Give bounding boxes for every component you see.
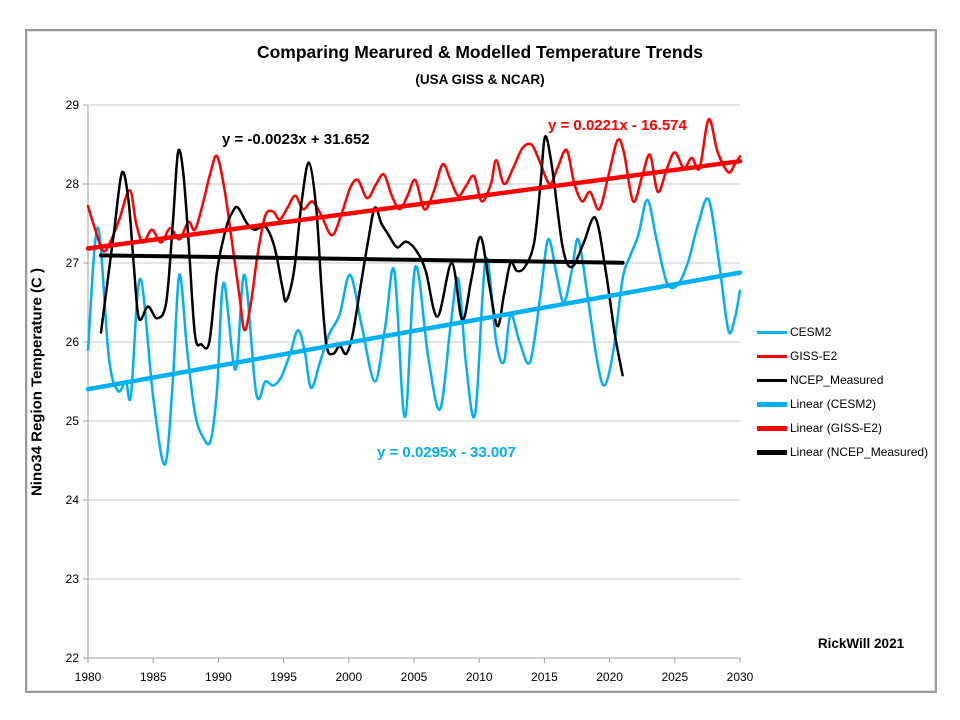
x-tick-label: 2000	[335, 670, 362, 684]
legend-label: Linear (CESM2)	[790, 397, 877, 411]
legend-item: NCEP_Measured	[757, 368, 928, 392]
y-tick-label: 23	[66, 572, 80, 586]
x-tick-label: 2020	[596, 670, 623, 684]
y-tick-label: 27	[66, 256, 80, 270]
series-ncep_measured	[99, 135, 624, 377]
y-tick-label: 28	[66, 177, 80, 191]
trendline-linear-cesm2-	[85, 270, 743, 392]
y-tick-label: 25	[66, 414, 80, 428]
figure-border	[25, 29, 937, 693]
legend-line-swatch	[757, 401, 787, 407]
x-tick-label: 1985	[140, 670, 167, 684]
x-tick-label: 2025	[661, 670, 688, 684]
x-tick-label: 1980	[75, 670, 102, 684]
legend-item: Linear (GISS-E2)	[757, 416, 928, 440]
y-tick-label: 29	[66, 98, 80, 112]
trendline-linear-giss-e2-	[85, 158, 743, 251]
x-tick-label: 2015	[531, 670, 558, 684]
legend-line-swatch	[757, 449, 787, 455]
legend-item: Linear (NCEP_Measured)	[757, 440, 928, 464]
legend-label: CESM2	[790, 325, 832, 339]
credit-text: RickWill 2021	[817, 636, 905, 651]
trendline-equation-giss: y = 0.0221x - 16.574	[548, 117, 687, 134]
legend-label: NCEP_Measured	[790, 373, 884, 387]
trendline-equation-ncep: y = -0.0023x + 31.652	[222, 131, 370, 148]
trendline-linear-ncep-measured-	[99, 253, 625, 265]
x-tick-label: 1995	[270, 670, 297, 684]
legend-line-swatch	[757, 330, 787, 334]
legend-label: GISS-E2	[790, 349, 838, 363]
trendline-equation-cesm2: y = 0.0295x - 33.007	[377, 444, 516, 461]
legend-item: Linear (CESM2)	[757, 392, 928, 416]
x-tick-label: 2010	[466, 670, 493, 684]
legend-line-swatch	[757, 378, 787, 382]
series-cesm2	[86, 197, 742, 466]
legend-item: GISS-E2	[757, 344, 928, 368]
x-tick-label: 2005	[401, 670, 428, 684]
y-tick-label: 24	[66, 493, 80, 507]
legend: CESM2 GISS-E2 NCEP_Measured Linear (CESM2) L…	[757, 320, 928, 464]
chart-subtitle: (USA GISS & NCAR)	[415, 72, 545, 87]
y-tick-label: 22	[66, 651, 80, 665]
legend-item: CESM2	[757, 320, 928, 344]
y-tick-label: 26	[66, 335, 80, 349]
x-tick-label: 2030	[727, 670, 754, 684]
legend-line-swatch	[757, 425, 787, 431]
x-tick-label: 1990	[205, 670, 232, 684]
legend-line-swatch	[757, 354, 787, 358]
chart-title: Comparing Mearured & Modelled Temperatur…	[256, 42, 703, 62]
y-axis-title: Nino34 Region Temperature (C )	[28, 267, 46, 497]
series-giss-e2	[86, 117, 742, 332]
legend-label: Linear (NCEP_Measured)	[790, 445, 929, 459]
legend-label: Linear (GISS-E2)	[790, 421, 883, 435]
